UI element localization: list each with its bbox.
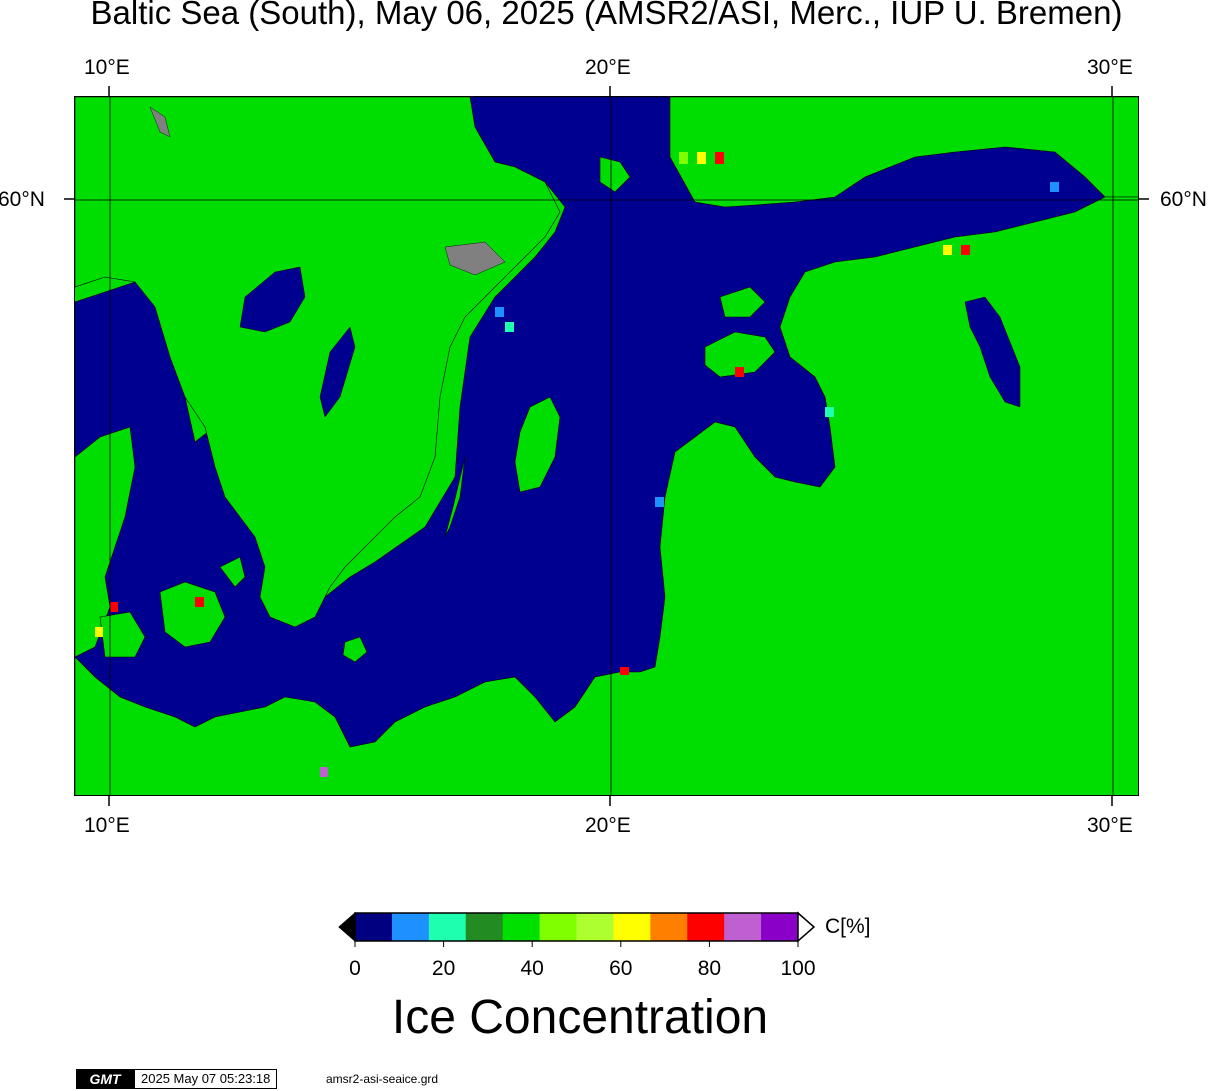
colorbar-swatch xyxy=(576,913,614,941)
colorbar-unit-label: C[%] xyxy=(825,915,871,938)
lake-vanern xyxy=(239,266,306,333)
colorbar-tick-label: 40 xyxy=(520,957,544,980)
colorbar-tick-label: 0 xyxy=(349,957,361,980)
footer-filename: amsr2-asi-seaice.grd xyxy=(326,1072,439,1086)
colorbar-tick-label: 60 xyxy=(609,957,633,980)
colorbar-swatch xyxy=(465,913,504,941)
colorbar-swatch xyxy=(355,913,393,941)
colorbar-swatch xyxy=(539,913,577,941)
colorbar-swatch xyxy=(391,913,430,941)
map-title: Baltic Sea (South), May 06, 2025 (AMSR2/… xyxy=(90,0,1123,31)
island-oland xyxy=(444,456,466,538)
footer-timestamp: 2025 May 07 05:23:18 xyxy=(134,1069,278,1089)
island-aland xyxy=(599,156,631,193)
lon-label-bottom-30e: 30°E xyxy=(1087,814,1133,837)
colorbar-swatch xyxy=(761,913,799,941)
lake-peipus xyxy=(964,296,1021,408)
colorbar xyxy=(338,911,816,947)
colorbar-swatch xyxy=(502,913,541,941)
gmt-logo: GMT xyxy=(76,1069,134,1089)
sweden-land xyxy=(75,97,561,628)
colorbar-tick-label: 80 xyxy=(697,957,722,980)
lon-label-bottom-20e: 20°E xyxy=(585,814,631,837)
masked-land-patch xyxy=(444,241,506,276)
colorbar-swatch xyxy=(650,913,688,941)
map-canvas xyxy=(75,97,1138,795)
colorbar-swatch xyxy=(613,913,651,941)
graticule xyxy=(75,97,1138,795)
colorbar-under-triangle xyxy=(338,911,356,943)
lon-label-bottom-10e: 10°E xyxy=(84,814,130,837)
southern-mainland xyxy=(75,196,1138,795)
lat-label-left-60n: 60°N xyxy=(0,188,45,211)
colorbar-over-triangle xyxy=(797,911,816,943)
colorbar-swatch xyxy=(428,913,467,941)
colorbar-tick-label: 20 xyxy=(431,957,456,980)
lon-label-top-20e: 20°E xyxy=(585,56,631,79)
denmark-islands xyxy=(99,556,246,658)
lon-label-top-30e: 30°E xyxy=(1087,56,1133,79)
colorbar-title: Ice Concentration xyxy=(391,991,769,1044)
denmark-jutland xyxy=(75,426,136,658)
lake-vattern xyxy=(319,326,356,418)
masked-land-patch xyxy=(149,106,171,138)
island-gotland xyxy=(514,396,561,493)
ice-concentration-map[interactable] xyxy=(74,96,1139,796)
colorbar-swatch xyxy=(724,913,762,941)
ice-edge-pixels xyxy=(95,152,1059,777)
island-hiiumaa xyxy=(719,286,766,318)
island-saaremaa xyxy=(704,331,776,378)
island-bornholm xyxy=(342,636,368,663)
colorbar-swatch xyxy=(687,913,725,941)
colorbar-tick-label: 100 xyxy=(780,957,816,980)
lon-label-top-10e: 10°E xyxy=(84,56,130,79)
lat-label-right-60n: 60°N xyxy=(1160,188,1207,211)
